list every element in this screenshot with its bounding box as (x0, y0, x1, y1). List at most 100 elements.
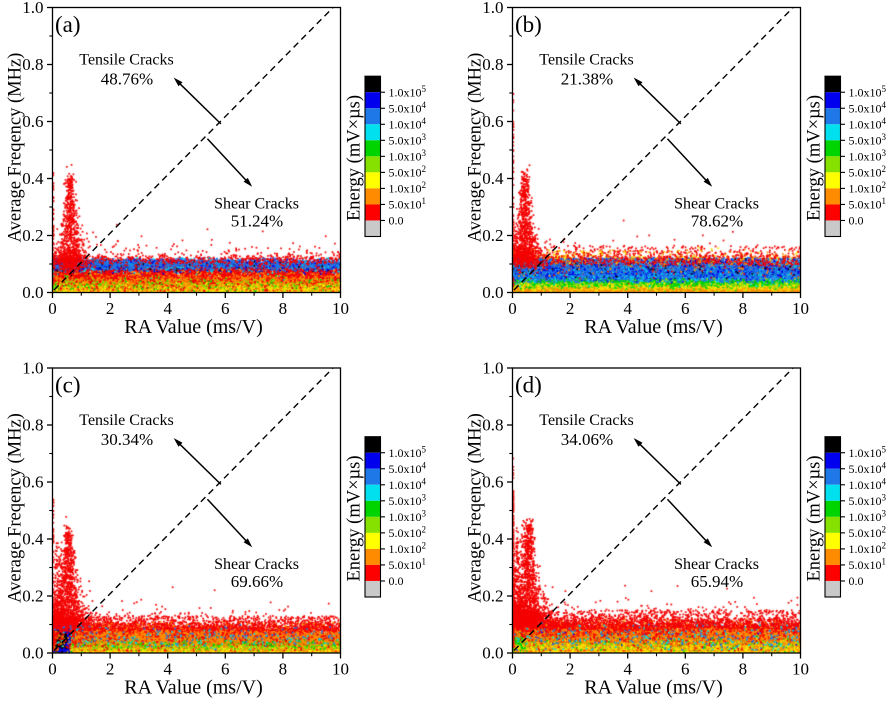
svg-text:Energy (mV×µs): Energy (mV×µs) (345, 455, 365, 581)
svg-text:Average Freqency (MHz): Average Freqency (MHz) (466, 413, 486, 603)
svg-text:0.2: 0.2 (22, 587, 43, 606)
svg-text:8: 8 (739, 299, 748, 318)
svg-text:5.0x104: 5.0x104 (849, 100, 887, 116)
svg-text:8: 8 (739, 660, 748, 679)
svg-text:Tensile Cracks: Tensile Cracks (79, 52, 173, 69)
svg-text:1.0: 1.0 (22, 359, 43, 378)
svg-text:5.0x102: 5.0x102 (389, 164, 427, 180)
svg-text:0.0: 0.0 (849, 574, 864, 588)
svg-text:6: 6 (221, 660, 230, 679)
svg-text:10: 10 (792, 299, 809, 318)
svg-text:Average Freqency (MHz): Average Freqency (MHz) (466, 53, 486, 243)
svg-text:0: 0 (508, 299, 517, 318)
svg-text:1.0x105: 1.0x105 (389, 444, 427, 460)
svg-text:10: 10 (332, 660, 349, 679)
svg-text:0.0: 0.0 (389, 214, 404, 228)
svg-text:5.0x102: 5.0x102 (389, 525, 427, 541)
svg-text:5.0x102: 5.0x102 (849, 164, 887, 180)
svg-text:51.24%: 51.24% (231, 212, 283, 231)
svg-text:4: 4 (163, 660, 172, 679)
svg-text:RA Value (ms/V): RA Value (ms/V) (124, 677, 263, 699)
svg-text:4: 4 (163, 299, 172, 318)
svg-text:RA Value (ms/V): RA Value (ms/V) (584, 677, 723, 699)
svg-text:0.2: 0.2 (482, 587, 503, 606)
svg-text:10: 10 (792, 660, 809, 679)
svg-text:0.0: 0.0 (22, 644, 43, 663)
svg-text:48.76%: 48.76% (101, 70, 153, 89)
svg-text:Tensile Cracks: Tensile Cracks (539, 52, 633, 69)
svg-text:0.4: 0.4 (22, 169, 44, 188)
svg-text:RA Value (ms/V): RA Value (ms/V) (584, 316, 723, 338)
svg-text:0.6: 0.6 (482, 473, 503, 492)
svg-text:1.0x104: 1.0x104 (389, 476, 427, 492)
svg-text:1.0x103: 1.0x103 (849, 148, 887, 164)
svg-text:Shear Cracks: Shear Cracks (674, 556, 759, 573)
svg-text:6: 6 (681, 660, 690, 679)
svg-text:5.0x103: 5.0x103 (389, 132, 427, 148)
svg-text:1.0x103: 1.0x103 (389, 509, 427, 525)
svg-text:2: 2 (106, 299, 115, 318)
svg-text:0.0: 0.0 (22, 283, 43, 302)
svg-text:2: 2 (566, 299, 575, 318)
svg-text:1.0x105: 1.0x105 (849, 444, 887, 460)
svg-text:1.0: 1.0 (482, 359, 503, 378)
svg-text:0.2: 0.2 (482, 226, 503, 245)
svg-text:10: 10 (332, 299, 349, 318)
svg-text:1.0: 1.0 (22, 0, 43, 17)
svg-text:1.0x102: 1.0x102 (849, 541, 887, 557)
svg-text:1.0x104: 1.0x104 (849, 116, 887, 132)
svg-text:6: 6 (681, 299, 690, 318)
svg-text:2: 2 (106, 660, 115, 679)
svg-text:RA Value (ms/V): RA Value (ms/V) (124, 316, 263, 338)
svg-text:1.0x103: 1.0x103 (389, 148, 427, 164)
svg-text:1.0x102: 1.0x102 (849, 180, 887, 196)
svg-text:1.0x103: 1.0x103 (849, 509, 887, 525)
svg-text:(d): (d) (515, 373, 542, 398)
svg-text:8: 8 (279, 660, 288, 679)
svg-text:0.8: 0.8 (482, 55, 503, 74)
svg-text:6: 6 (221, 299, 230, 318)
svg-text:Shear Cracks: Shear Cracks (674, 196, 759, 213)
svg-text:2: 2 (566, 660, 575, 679)
svg-text:0.0: 0.0 (482, 283, 503, 302)
svg-text:5.0x104: 5.0x104 (389, 460, 427, 476)
svg-text:0.8: 0.8 (482, 416, 503, 435)
svg-text:Shear Cracks: Shear Cracks (214, 196, 299, 213)
svg-text:1.0x104: 1.0x104 (389, 116, 427, 132)
svg-text:Tensile Cracks: Tensile Cracks (79, 412, 173, 429)
svg-text:5.0x101: 5.0x101 (389, 557, 427, 573)
svg-text:5.0x104: 5.0x104 (849, 460, 887, 476)
svg-text:4: 4 (623, 660, 632, 679)
svg-text:1.0x105: 1.0x105 (389, 84, 427, 100)
svg-text:(b): (b) (515, 12, 542, 37)
svg-text:78.62%: 78.62% (691, 212, 743, 231)
svg-text:0.4: 0.4 (22, 530, 44, 549)
svg-text:5.0x103: 5.0x103 (849, 132, 887, 148)
svg-text:5.0x104: 5.0x104 (389, 100, 427, 116)
svg-text:65.94%: 65.94% (691, 572, 743, 591)
svg-text:0.6: 0.6 (22, 473, 43, 492)
svg-text:0.6: 0.6 (482, 112, 503, 131)
svg-text:69.66%: 69.66% (231, 572, 283, 591)
svg-text:(a): (a) (55, 12, 81, 37)
svg-text:0: 0 (508, 660, 517, 679)
svg-text:0: 0 (48, 660, 57, 679)
svg-text:8: 8 (279, 299, 288, 318)
svg-text:Energy (mV×µs): Energy (mV×µs) (805, 455, 825, 581)
svg-text:Average Freqency (MHz): Average Freqency (MHz) (6, 413, 26, 603)
svg-text:5.0x103: 5.0x103 (389, 493, 427, 509)
svg-text:0: 0 (48, 299, 57, 318)
svg-text:(c): (c) (55, 373, 81, 398)
svg-text:21.38%: 21.38% (561, 70, 613, 89)
svg-text:1.0x102: 1.0x102 (389, 541, 427, 557)
svg-text:Tensile Cracks: Tensile Cracks (539, 412, 633, 429)
svg-text:0.8: 0.8 (22, 416, 43, 435)
svg-text:5.0x102: 5.0x102 (849, 525, 887, 541)
svg-text:1.0x102: 1.0x102 (389, 180, 427, 196)
svg-text:0.0: 0.0 (482, 644, 503, 663)
svg-text:1.0x104: 1.0x104 (849, 476, 887, 492)
svg-text:Energy (mV×µs): Energy (mV×µs) (805, 95, 825, 221)
svg-text:30.34%: 30.34% (101, 430, 153, 449)
svg-text:0.0: 0.0 (849, 214, 864, 228)
svg-text:5.0x101: 5.0x101 (849, 557, 887, 573)
